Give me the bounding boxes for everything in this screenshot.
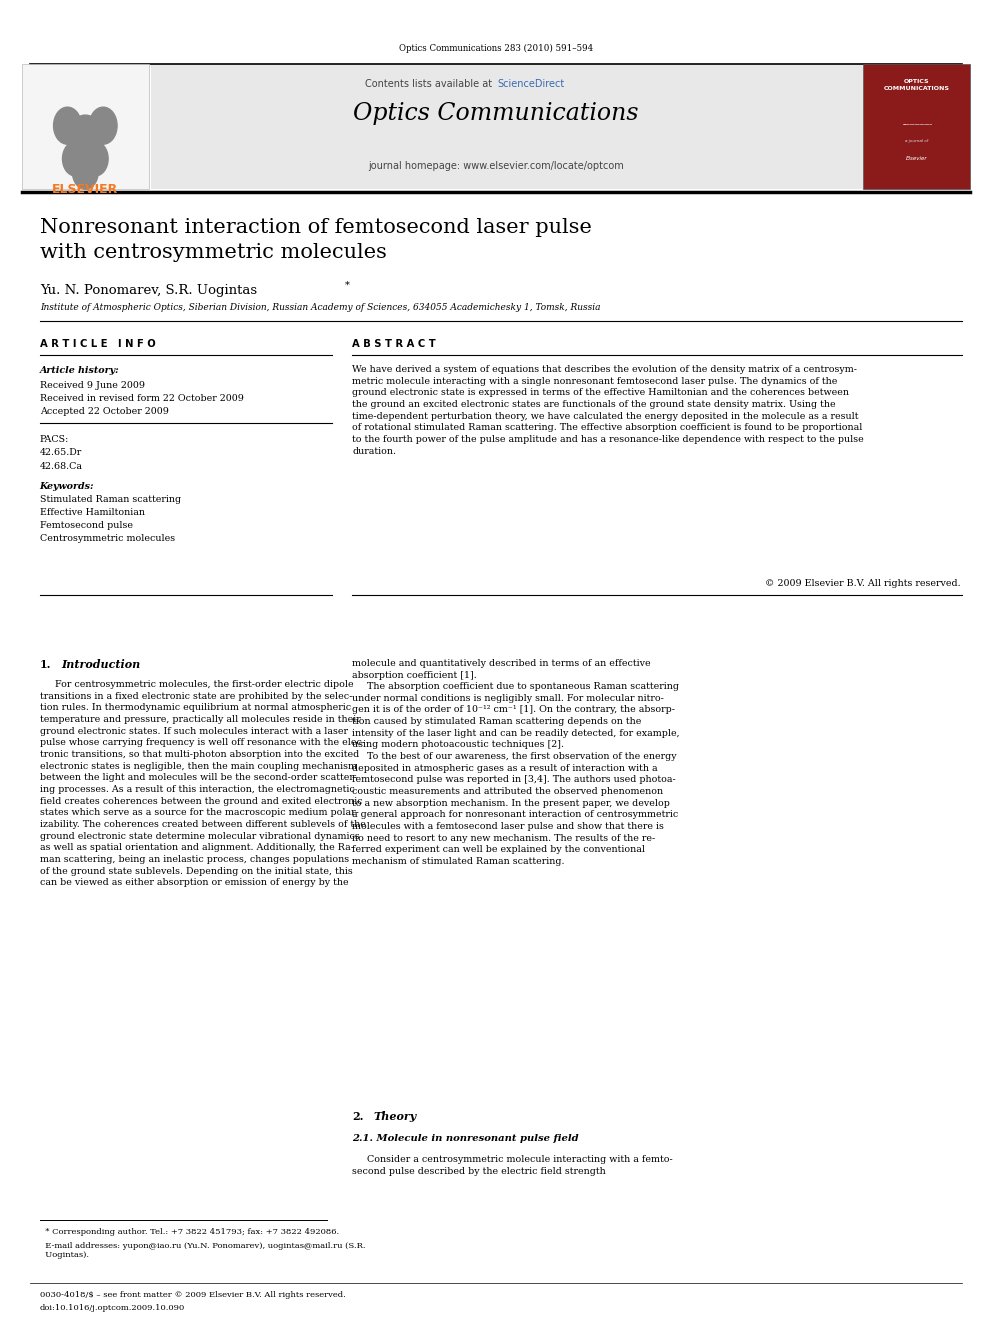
- Text: 1.: 1.: [40, 659, 52, 669]
- Text: Stimulated Raman scattering: Stimulated Raman scattering: [40, 495, 181, 504]
- Text: Nonresonant interaction of femtosecond laser pulse
with centrosymmetric molecule: Nonresonant interaction of femtosecond l…: [40, 218, 591, 262]
- Text: Femtosecond pulse: Femtosecond pulse: [40, 521, 133, 531]
- Text: Received 9 June 2009: Received 9 June 2009: [40, 381, 145, 390]
- Text: ────────────: ────────────: [902, 123, 931, 127]
- Bar: [151, 64, 863, 189]
- Text: journal homepage: www.elsevier.com/locate/optcom: journal homepage: www.elsevier.com/locat…: [368, 161, 624, 172]
- Text: For centrosymmetric molecules, the first-order electric dipole
transitions in a : For centrosymmetric molecules, the first…: [40, 680, 366, 888]
- Text: Received in revised form 22 October 2009: Received in revised form 22 October 2009: [40, 394, 244, 404]
- Text: © 2009 Elsevier B.V. All rights reserved.: © 2009 Elsevier B.V. All rights reserved…: [765, 579, 960, 589]
- Text: Introduction: Introduction: [62, 659, 141, 669]
- Text: 2.1. Molecule in nonresonant pulse field: 2.1. Molecule in nonresonant pulse field: [352, 1134, 578, 1143]
- Text: Effective Hamiltonian: Effective Hamiltonian: [40, 508, 145, 517]
- Text: ScienceDirect: ScienceDirect: [497, 79, 564, 90]
- Text: Contents lists available at: Contents lists available at: [365, 79, 495, 90]
- Text: Optics Communications 283 (2010) 591–594: Optics Communications 283 (2010) 591–594: [399, 44, 593, 53]
- Bar: [22, 64, 149, 189]
- Circle shape: [72, 155, 98, 189]
- Text: E-mail addresses: yupon@iao.ru (Yu.N. Ponomarev), uogintas@mail.ru (S.R.
  Uogin: E-mail addresses: yupon@iao.ru (Yu.N. Po…: [40, 1242, 365, 1259]
- Text: 42.65.Dr: 42.65.Dr: [40, 448, 82, 458]
- Text: Keywords:: Keywords:: [40, 482, 94, 491]
- Circle shape: [67, 115, 103, 163]
- Text: A B S T R A C T: A B S T R A C T: [352, 339, 435, 349]
- Text: Optics Communications: Optics Communications: [353, 102, 639, 124]
- Text: Centrosymmetric molecules: Centrosymmetric molecules: [40, 534, 175, 544]
- Text: 2.: 2.: [352, 1111, 364, 1122]
- Text: We have derived a system of equations that describes the evolution of the densit: We have derived a system of equations th…: [352, 365, 864, 455]
- Text: Accepted 22 October 2009: Accepted 22 October 2009: [40, 407, 169, 417]
- Circle shape: [89, 107, 117, 144]
- Text: a journal of: a journal of: [905, 139, 929, 143]
- Bar: [863, 64, 970, 189]
- Text: Institute of Atmospheric Optics, Siberian Division, Russian Academy of Sciences,: Institute of Atmospheric Optics, Siberia…: [40, 303, 600, 312]
- Text: OPTICS
COMMUNICATIONS: OPTICS COMMUNICATIONS: [884, 79, 949, 90]
- Text: PACS:: PACS:: [40, 435, 69, 445]
- Text: *: *: [345, 280, 350, 290]
- Text: doi:10.1016/j.optcom.2009.10.090: doi:10.1016/j.optcom.2009.10.090: [40, 1304, 185, 1312]
- Text: ELSEVIER: ELSEVIER: [53, 183, 118, 196]
- Text: Yu. N. Ponomarev, S.R. Uogintas: Yu. N. Ponomarev, S.R. Uogintas: [40, 284, 257, 298]
- Text: Theory: Theory: [374, 1111, 418, 1122]
- Text: 42.68.Ca: 42.68.Ca: [40, 462, 82, 471]
- Text: Elsevier: Elsevier: [906, 156, 928, 161]
- Circle shape: [82, 142, 108, 176]
- Text: Article history:: Article history:: [40, 366, 119, 376]
- Text: molecule and quantitatively described in terms of an effective
absorption coeffi: molecule and quantitatively described in…: [352, 659, 680, 867]
- Text: * Corresponding author. Tel.: +7 3822 451793; fax: +7 3822 492086.: * Corresponding author. Tel.: +7 3822 45…: [40, 1228, 339, 1236]
- Text: Consider a centrosymmetric molecule interacting with a femto-
second pulse descr: Consider a centrosymmetric molecule inte…: [352, 1155, 673, 1176]
- Circle shape: [62, 142, 88, 176]
- Circle shape: [54, 107, 81, 144]
- Text: 0030-4018/$ – see front matter © 2009 Elsevier B.V. All rights reserved.: 0030-4018/$ – see front matter © 2009 El…: [40, 1291, 345, 1299]
- Text: A R T I C L E   I N F O: A R T I C L E I N F O: [40, 339, 156, 349]
